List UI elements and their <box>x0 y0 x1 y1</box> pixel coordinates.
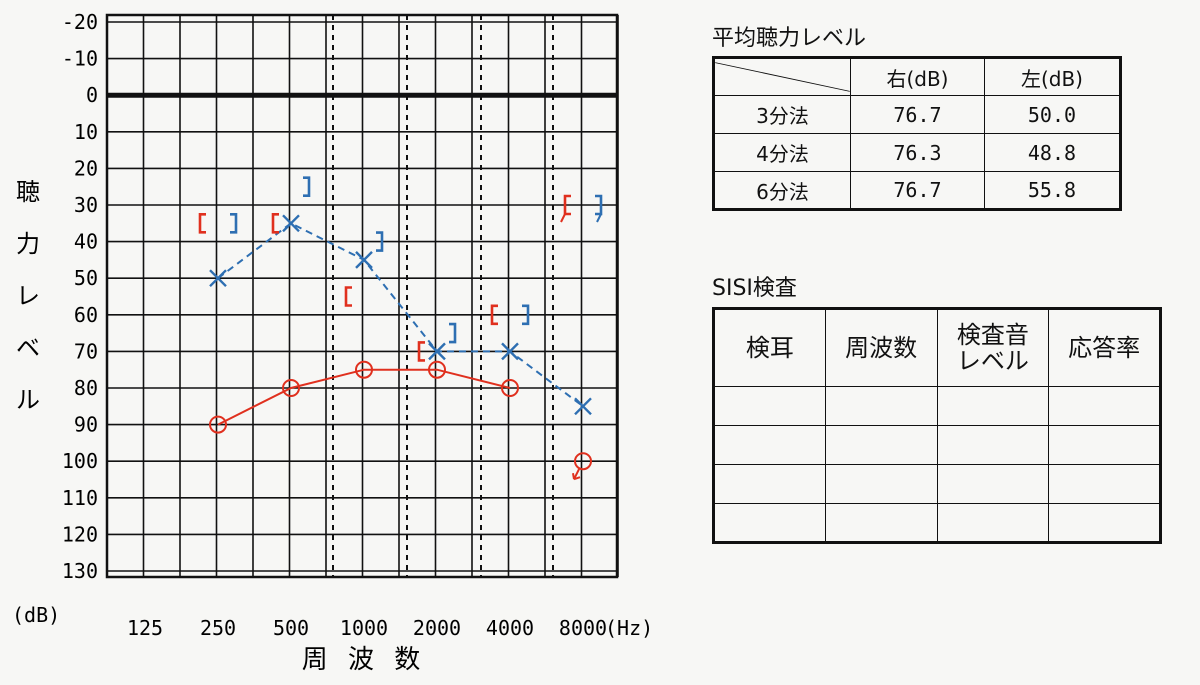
average-table-title: 平均聴力レベル <box>712 26 867 51</box>
sisi-table: 検耳 周波数 検査音 レベル 応答率 <box>712 307 1162 544</box>
left-bone-point <box>303 176 311 197</box>
left-bone-point <box>376 231 384 252</box>
right-bone-point <box>344 286 352 307</box>
scale-out-arrow <box>572 468 581 481</box>
y-axis-title-char: 聴 <box>16 178 40 206</box>
table-row: 3分法 76.7 50.0 <box>713 95 1122 134</box>
y-tick-label: -20 <box>62 10 98 34</box>
y-tick-label: -10 <box>62 47 98 71</box>
x-axis-title: 周 波 数 <box>302 645 427 675</box>
audiogram-chart: -20 -10 0 10 20 30 40 50 60 70 80 90 100 110 120 130(dB… <box>12 10 653 675</box>
y-tick-label: 50 <box>74 266 98 290</box>
left-value: 48.8 <box>983 133 1122 172</box>
right-air-point <box>355 360 373 379</box>
table-row <box>713 425 1161 465</box>
y-tick-label: 20 <box>74 156 98 180</box>
right-air-point <box>574 452 592 471</box>
y-tick-label: 130 <box>62 559 98 583</box>
x-tick-label: 2000 <box>413 616 461 640</box>
y-axis-title-char: レ <box>16 282 40 310</box>
y-tick-label: 120 <box>62 522 98 546</box>
left-value: 55.8 <box>983 171 1122 210</box>
left-bone-point <box>595 194 603 216</box>
header-left: 左(dB) <box>983 57 1122 96</box>
header-response-rate: 応答率 <box>1048 308 1161 387</box>
left-air-point <box>428 342 446 361</box>
right-air-point <box>209 415 227 434</box>
right-bone-point <box>490 304 498 326</box>
average-hearing-table: 右(dB) 左(dB) 3分法 76.7 50.0 4分法 76.3 48.8 … <box>712 56 1122 211</box>
header-right: 右(dB) <box>850 57 985 96</box>
right-air-point <box>282 379 300 397</box>
y-tick-label: 70 <box>74 339 98 363</box>
right-value: 76.3 <box>850 133 985 172</box>
header-ear: 検耳 <box>713 308 826 387</box>
table-row <box>713 386 1161 426</box>
x-tick-label: 8000 <box>559 616 607 640</box>
left-air-point <box>501 342 519 361</box>
y-tick-label: 0 <box>86 83 98 107</box>
plot-frame <box>105 13 619 579</box>
y-axis-title-char: ベ <box>16 334 40 362</box>
table-row: 4分法 76.3 48.8 <box>713 133 1122 172</box>
y-tick-label: 90 <box>74 413 98 437</box>
scale-out-arrow <box>560 213 566 223</box>
header-frequency: 周波数 <box>824 308 938 387</box>
x-tick-label: 500 <box>273 616 309 640</box>
y-tick-label: 80 <box>74 376 98 400</box>
table-row <box>713 503 1161 543</box>
left-air-point <box>282 214 300 233</box>
table-row: 6分法 76.7 55.8 <box>713 171 1122 210</box>
y-tick-label: 110 <box>62 486 98 510</box>
right-bone-point <box>563 194 571 216</box>
x-tick-label: 4000 <box>486 616 534 640</box>
y-tick-label: 60 <box>74 303 98 327</box>
right-air-point <box>501 379 519 397</box>
table-row <box>713 464 1161 504</box>
y-tick-label: 10 <box>74 120 98 144</box>
left-bone-point <box>522 304 530 326</box>
right-bone-point <box>271 213 279 234</box>
left-air-point <box>574 397 592 416</box>
left-air-point <box>355 251 373 269</box>
y-tick-label: 100 <box>62 449 98 473</box>
diagonal-header-cell <box>713 57 851 96</box>
row-label: 6分法 <box>713 171 851 210</box>
right-air-point <box>428 360 446 379</box>
right-air-line <box>217 368 511 426</box>
y-axis-unit: (dB) <box>12 603 60 627</box>
x-tick-label: 250 <box>200 616 236 640</box>
right-value: 76.7 <box>850 171 985 210</box>
scale-out-arrow <box>596 213 602 223</box>
left-bone-point <box>449 322 457 344</box>
row-label: 4分法 <box>713 133 851 172</box>
left-bone-point <box>230 213 238 234</box>
right-bone-point <box>198 213 206 234</box>
right-value: 76.7 <box>850 95 985 134</box>
x-tick-label: 125 <box>127 616 163 640</box>
sisi-table-title: SISI検査 <box>712 276 797 301</box>
x-tick-label: 1000 <box>340 616 388 640</box>
y-axis-title-char: ル <box>16 386 40 414</box>
y-tick-label: 40 <box>74 230 98 254</box>
left-air-point <box>209 269 227 288</box>
y-axis-title-char: 力 <box>16 230 40 258</box>
left-value: 50.0 <box>983 95 1122 134</box>
right-bone-point <box>417 341 425 362</box>
header-test-level: 検査音 レベル <box>936 308 1050 387</box>
row-label: 3分法 <box>713 95 851 134</box>
y-tick-label: 30 <box>74 193 98 217</box>
x-axis-unit: (Hz) <box>605 616 653 640</box>
